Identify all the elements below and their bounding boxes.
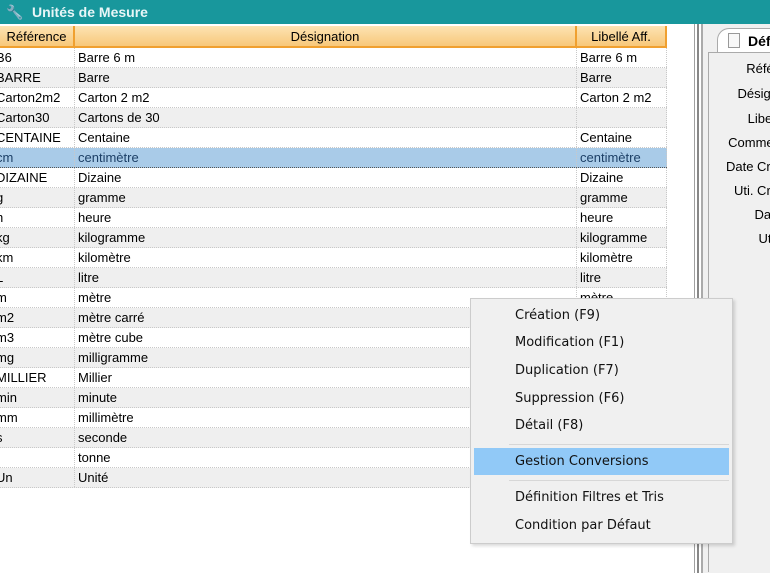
cell-libelle: litre bbox=[577, 268, 667, 287]
cell-designation: kilomètre bbox=[75, 248, 577, 267]
cell-reference: min bbox=[0, 388, 75, 407]
detail-field-label: Libell bbox=[747, 111, 770, 126]
cell-reference: s bbox=[0, 428, 75, 447]
cell-designation: mètre bbox=[75, 288, 577, 307]
menu-item-modification-f1[interactable]: Modification (F1) bbox=[515, 335, 625, 350]
cell-designation: Cartons de 30 bbox=[75, 108, 577, 127]
table-row[interactable]: CENTAINE Centaine Centaine bbox=[0, 128, 667, 148]
window-title: Unités de Mesure bbox=[32, 4, 148, 20]
tab-definition[interactable]: Déf bbox=[717, 28, 770, 52]
cell-designation: Barre 6 m bbox=[75, 48, 577, 67]
cell-reference: kg bbox=[0, 228, 75, 247]
cell-reference: m3 bbox=[0, 328, 75, 347]
cell-libelle: kilogramme bbox=[577, 228, 667, 247]
cell-reference: g bbox=[0, 188, 75, 207]
menu-item-definition-filtres-et-tris[interactable]: Définition Filtres et Tris bbox=[515, 490, 664, 505]
cell-designation: kilogramme bbox=[75, 228, 577, 247]
table-row[interactable]: Carton30 Cartons de 30 bbox=[0, 108, 667, 128]
table-row[interactable]: kgkilogrammekilogramme bbox=[0, 228, 667, 248]
cell-reference: cm bbox=[0, 148, 75, 167]
detail-field-label: Uti. bbox=[758, 231, 770, 246]
title-bar: 🔧 Unités de Mesure bbox=[0, 0, 770, 24]
cell-designation: gramme bbox=[75, 188, 577, 207]
cell-reference: Carton30 bbox=[0, 108, 75, 127]
cell-reference: Carton2m2 bbox=[0, 88, 75, 107]
cell-libelle: Barre 6 m bbox=[577, 48, 667, 67]
menu-item-detail-f8[interactable]: Détail (F8) bbox=[515, 418, 584, 433]
cell-libelle: centimètre bbox=[577, 148, 667, 167]
detail-field-label: Référ bbox=[746, 61, 770, 76]
table-row[interactable]: MILLIER Millier bbox=[0, 368, 667, 388]
menu-item-suppression-f6[interactable]: Suppression (F6) bbox=[515, 391, 625, 406]
context-menu: Création (F9) Modification (F1) Duplicatio… bbox=[470, 298, 733, 544]
detail-field-label: Désign bbox=[737, 86, 770, 101]
cell-reference: h bbox=[0, 208, 75, 227]
detail-field-label: Uti. Cré bbox=[733, 183, 770, 198]
cell-libelle: kilomètre bbox=[577, 248, 667, 267]
cell-reference: km bbox=[0, 248, 75, 267]
table-row[interactable]: BARRE Barre Barre bbox=[0, 68, 667, 88]
cell-reference: B6 bbox=[0, 48, 75, 67]
cell-libelle: Carton 2 m2 bbox=[577, 88, 667, 107]
cell-designation: Dizaine bbox=[75, 168, 577, 187]
cell-reference: BARRE bbox=[0, 68, 75, 87]
cell-libelle: Centaine bbox=[577, 128, 667, 147]
wrench-icon: 🔧 bbox=[6, 4, 24, 20]
cell-libelle bbox=[577, 108, 667, 127]
column-header-libelle[interactable]: Libellé Aff. bbox=[577, 26, 667, 46]
menu-item-duplication-f7[interactable]: Duplication (F7) bbox=[515, 363, 619, 378]
cell-designation: heure bbox=[75, 208, 577, 227]
cell-reference: DIZAINE bbox=[0, 168, 75, 187]
cell-designation: Carton 2 m2 bbox=[75, 88, 577, 107]
column-header-reference[interactable]: Référence bbox=[0, 26, 75, 46]
cell-designation: Centaine bbox=[75, 128, 577, 147]
cell-libelle: gramme bbox=[577, 188, 667, 207]
table-row[interactable]: Llitrelitre bbox=[0, 268, 667, 288]
grid-header: Référence Désignation Libellé Aff. bbox=[0, 26, 667, 48]
cell-reference: CENTAINE bbox=[0, 128, 75, 147]
table-row[interactable]: ggrammegramme bbox=[0, 188, 667, 208]
cell-reference: m2 bbox=[0, 308, 75, 327]
tab-label: Déf bbox=[748, 33, 770, 49]
table-row[interactable]: DIZAINE Dizaine Dizaine bbox=[0, 168, 667, 188]
cell-designation: Barre bbox=[75, 68, 577, 87]
cell-libelle: heure bbox=[577, 208, 667, 227]
menu-item-creation-f9[interactable]: Création (F9) bbox=[515, 308, 601, 323]
cell-reference: m bbox=[0, 288, 75, 307]
menu-item-condition-par-defaut[interactable]: Condition par Défaut bbox=[515, 518, 651, 533]
table-row[interactable]: kmkilomètrekilomètre bbox=[0, 248, 667, 268]
column-header-designation[interactable]: Désignation bbox=[75, 26, 577, 46]
detail-field-label: Commer bbox=[728, 135, 770, 150]
detail-field-label: Date Cré bbox=[725, 159, 770, 174]
cell-reference: MILLIER bbox=[0, 368, 75, 387]
detail-field-label: Date bbox=[754, 207, 770, 222]
table-row[interactable]: Carton2m2 Carton 2 m2 Carton 2 m2 bbox=[0, 88, 667, 108]
menu-item-gestion-conversions[interactable]: Gestion Conversions bbox=[474, 448, 729, 475]
document-icon bbox=[728, 33, 740, 48]
cell-reference: mg bbox=[0, 348, 75, 367]
menu-separator bbox=[509, 480, 729, 481]
cell-reference: L bbox=[0, 268, 75, 287]
cell-reference: Un bbox=[0, 468, 75, 487]
cell-libelle: Dizaine bbox=[577, 168, 667, 187]
table-row[interactable]: cmcentimètrecentimètre bbox=[0, 148, 667, 168]
table-row[interactable]: hheureheure bbox=[0, 208, 667, 228]
cell-reference: mm bbox=[0, 408, 75, 427]
cell-libelle: Barre bbox=[577, 68, 667, 87]
menu-separator bbox=[509, 444, 729, 445]
cell-designation: centimètre bbox=[75, 148, 577, 167]
cell-designation: litre bbox=[75, 268, 577, 287]
cell-reference: t bbox=[0, 448, 75, 467]
